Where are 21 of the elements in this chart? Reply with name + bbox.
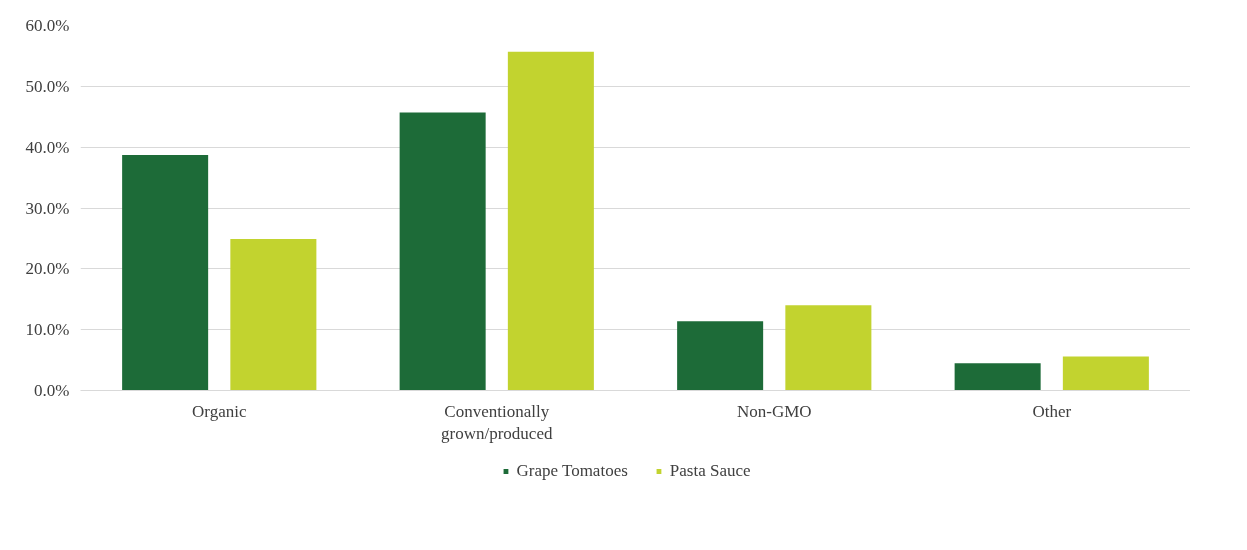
x-tick-label: Conventionally grown/produced — [441, 401, 553, 444]
bar — [507, 51, 594, 391]
y-tick-label: 50.0% — [25, 76, 70, 96]
y-tick-label: 40.0% — [25, 137, 70, 157]
bar — [1062, 356, 1149, 391]
bar — [785, 305, 872, 391]
bar — [122, 155, 209, 391]
y-tick-label: 30.0% — [25, 198, 70, 218]
x-tick-label: Other — [1032, 401, 1072, 421]
bar — [954, 363, 1041, 391]
legend-label: Grape Tomatoes — [516, 461, 628, 481]
y-tick-label: 0.0% — [34, 381, 70, 400]
y-tick-label: 60.0% — [25, 16, 70, 35]
bar — [677, 321, 764, 391]
bar — [230, 239, 317, 391]
x-tick-label: Non-GMO — [736, 401, 812, 421]
legend-label: Pasta Sauce — [669, 461, 751, 481]
y-tick-label: 20.0% — [25, 259, 70, 279]
y-tick-label: 10.0% — [25, 320, 70, 340]
bar — [399, 112, 486, 391]
x-tick-label: Organic — [192, 401, 247, 421]
